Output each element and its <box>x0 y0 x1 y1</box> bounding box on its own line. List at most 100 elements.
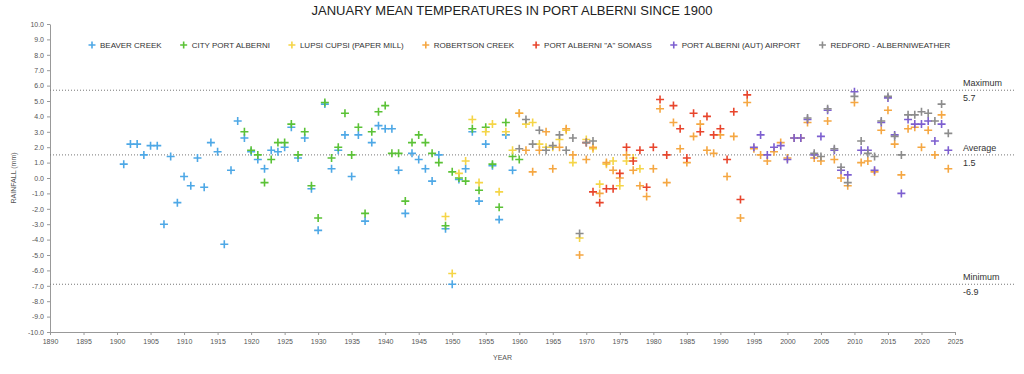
point <box>301 128 309 136</box>
point <box>408 149 416 157</box>
y-tick-mark <box>47 317 50 318</box>
point <box>783 156 791 164</box>
y-tick: 1.0 <box>34 159 50 166</box>
y-tick: 3.0 <box>34 129 50 136</box>
point <box>442 213 450 221</box>
y-tick-mark <box>47 147 50 148</box>
point <box>529 168 537 176</box>
point <box>656 95 664 103</box>
point <box>502 128 510 136</box>
point <box>877 117 885 125</box>
x-tick: 1940 <box>378 332 394 345</box>
point <box>736 196 744 204</box>
legend-marker <box>819 42 826 49</box>
point <box>944 146 952 154</box>
x-tick-mark <box>854 332 855 335</box>
series <box>582 91 751 207</box>
series <box>750 88 952 198</box>
title: JANUARY MEAN TEMPERATURES IN PORT ALBERN… <box>312 3 713 18</box>
x-tick-label: 1900 <box>110 338 126 345</box>
point <box>247 146 255 154</box>
point <box>623 143 631 151</box>
point <box>361 209 369 217</box>
point <box>683 154 691 162</box>
point <box>294 151 302 159</box>
x-tick-label: 2010 <box>847 338 863 345</box>
x-tick-mark <box>653 332 654 335</box>
x-tick-label: 1995 <box>747 338 763 345</box>
y-tick-label: 4.0 <box>34 113 44 120</box>
point <box>348 172 356 180</box>
point <box>368 139 376 147</box>
x-tick-label: 1960 <box>512 338 528 345</box>
point <box>944 129 952 137</box>
x-tick: 1975 <box>613 332 629 345</box>
x-tick: 1910 <box>177 332 193 345</box>
point <box>549 165 557 173</box>
point <box>421 165 429 173</box>
point <box>576 251 584 259</box>
legend-marker <box>422 42 429 49</box>
point <box>609 157 617 165</box>
y-tick-label: 9.0 <box>34 36 44 43</box>
x-tick-label: 1925 <box>277 338 293 345</box>
legend-marker <box>288 42 295 49</box>
x-tick-label: 1980 <box>646 338 662 345</box>
y-tick-mark <box>47 209 50 210</box>
point <box>562 125 570 133</box>
x-tick: 1965 <box>545 332 561 345</box>
point <box>569 134 577 142</box>
point <box>475 179 483 187</box>
point <box>797 134 805 142</box>
point <box>891 140 899 148</box>
legend-label: PORT ALBERNI "A" SOMASS <box>544 41 652 50</box>
x-tick-mark <box>184 332 185 335</box>
annotation-label: Average <box>963 143 996 153</box>
point <box>502 119 510 127</box>
y-tick-label: -6.0 <box>32 267 44 274</box>
point <box>897 189 905 197</box>
point <box>917 108 925 116</box>
point <box>488 160 496 168</box>
y-tick: 5.0 <box>34 98 50 105</box>
x-tick: 1925 <box>277 332 293 345</box>
x-tick-mark <box>921 332 922 335</box>
legend-marker <box>180 42 187 49</box>
point <box>830 145 838 153</box>
legend-label: ROBERTSON CREEK <box>434 41 515 50</box>
x-tick: 1970 <box>579 332 595 345</box>
x-tick-mark <box>84 332 85 335</box>
x-tick-mark <box>318 332 319 335</box>
point <box>254 151 262 159</box>
point <box>690 109 698 117</box>
point <box>267 146 275 154</box>
x-tick-label: 2025 <box>948 338 964 345</box>
point <box>649 165 657 173</box>
point <box>676 125 684 133</box>
y-tick-mark <box>47 286 50 287</box>
y-tick: -3.0 <box>32 221 50 228</box>
point <box>529 140 537 148</box>
point <box>837 163 845 171</box>
point <box>703 112 711 120</box>
point <box>569 159 577 167</box>
point <box>334 143 342 151</box>
x-tick: 1960 <box>512 332 528 345</box>
point <box>475 186 483 194</box>
point <box>267 156 275 164</box>
point <box>616 169 624 177</box>
point <box>140 151 148 159</box>
point <box>696 120 704 128</box>
y-axis-title: RAINFALL (mm) <box>10 152 18 203</box>
point <box>596 180 604 188</box>
point <box>455 169 463 177</box>
point <box>261 165 269 173</box>
point <box>938 111 946 119</box>
point <box>596 199 604 207</box>
point <box>227 166 235 174</box>
point <box>649 143 657 151</box>
point <box>850 92 858 100</box>
x-tick-mark <box>486 332 487 335</box>
point <box>562 146 570 154</box>
point <box>381 102 389 110</box>
